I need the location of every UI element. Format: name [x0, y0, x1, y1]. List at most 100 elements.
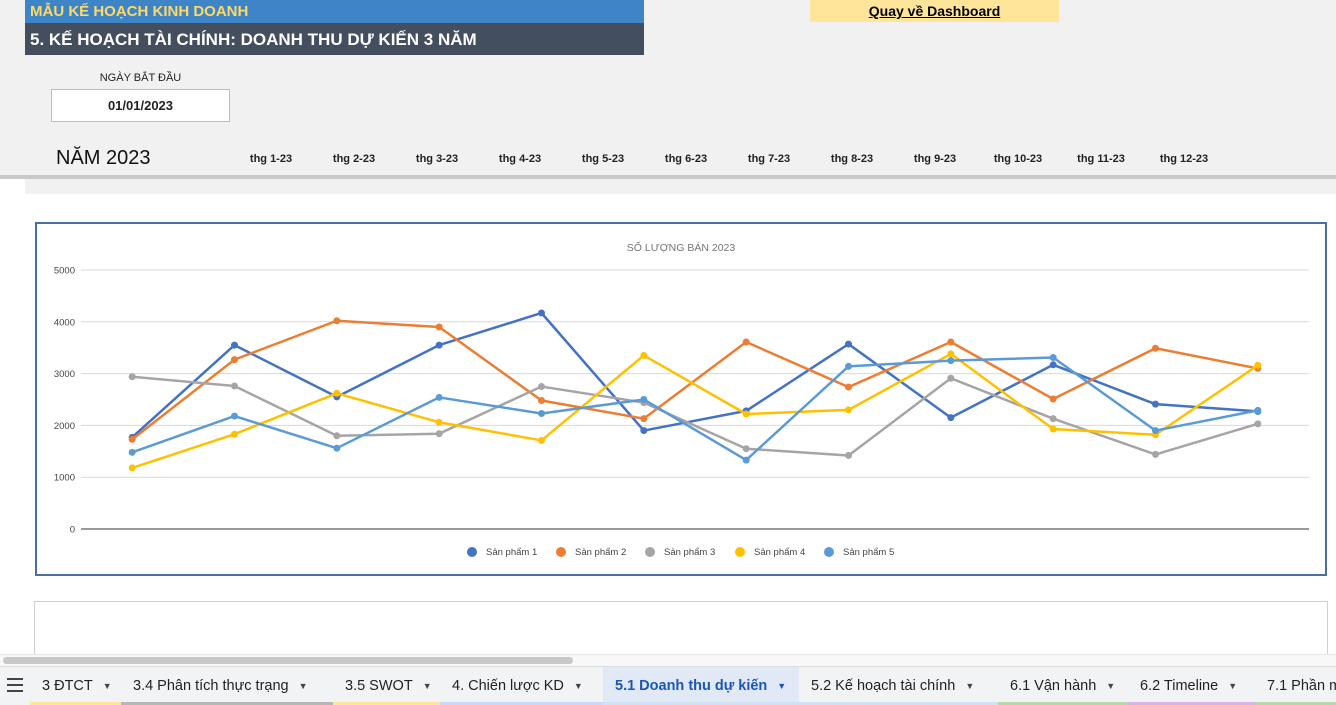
data-point	[640, 427, 648, 435]
month-header: thg 3-23	[415, 153, 459, 165]
sheet-tab-label: 3.4 Phân tích thực trạng	[133, 678, 289, 694]
data-point	[333, 432, 341, 440]
data-point	[333, 317, 341, 325]
data-point	[845, 451, 852, 459]
sheet-tab[interactable]: 3 ĐTCT ▼	[30, 667, 121, 705]
sheet-tab[interactable]: 3.5 SWOT ▼	[333, 667, 440, 705]
tab-menu-chevron-icon[interactable]: ▼	[102, 681, 112, 691]
sheet-tab[interactable]: 4. Chiến lược KD ▼	[440, 667, 603, 705]
sales-line-chart: SỐ LƯỢNG BÁN 2023 0 1000 2000 3000 4000 5000 Sả…	[54, 240, 1309, 558]
data-point	[538, 436, 545, 444]
data-point	[845, 362, 852, 370]
all-sheets-menu-icon[interactable]	[7, 678, 25, 694]
data-point	[128, 373, 136, 381]
sheet-tab-label: 7.1 Phần m	[1267, 678, 1336, 694]
data-point	[435, 323, 443, 331]
legend-marker	[467, 547, 477, 557]
month-header: thg 8-23	[830, 153, 874, 165]
data-point	[1049, 425, 1057, 433]
data-point	[947, 357, 955, 365]
tab-menu-chevron-icon[interactable]: ▼	[422, 681, 432, 691]
data-point	[538, 383, 545, 391]
data-point	[1049, 415, 1057, 423]
month-header: thg 10-23	[993, 153, 1043, 165]
data-point	[742, 456, 750, 464]
chart-title: SỐ LƯỢNG BÁN 2023	[627, 240, 736, 254]
data-point	[640, 415, 648, 423]
data-point	[1049, 361, 1057, 369]
data-point	[538, 309, 545, 317]
section-title: 5. KẾ HOẠCH TÀI CHÍNH: DOANH THU DỰ KIẾN…	[25, 23, 644, 55]
year-label: NĂM 2023	[56, 147, 151, 169]
data-point	[128, 464, 136, 472]
data-point	[742, 410, 750, 418]
legend-marker	[735, 547, 745, 557]
y-tick-label: 2000	[54, 421, 75, 432]
data-point	[947, 338, 955, 346]
y-tick-label: 5000	[54, 266, 75, 277]
data-point	[947, 350, 955, 358]
tab-menu-chevron-icon[interactable]: ▼	[298, 681, 308, 691]
month-header: thg 12-23	[1159, 153, 1209, 165]
tab-color-strip	[603, 702, 799, 705]
data-point	[231, 356, 238, 364]
sheet-tab[interactable]: 6.2 Timeline ▼	[1128, 667, 1255, 705]
data-point	[1152, 400, 1159, 408]
sheet-tab-label: 3.5 SWOT	[345, 678, 413, 694]
sheet-tab-label: 6.1 Vận hành	[1010, 678, 1097, 694]
scrollbar-thumb[interactable]	[3, 657, 573, 664]
sales-chart[interactable]: SỐ LƯỢNG BÁN 2023 0 1000 2000 3000 4000 5000 Sả…	[35, 222, 1327, 576]
sheet-tab[interactable]: 7.1 Phần m	[1255, 667, 1336, 705]
data-point	[1254, 406, 1262, 414]
document-title: MẪU KẾ HOẠCH KINH DOANH	[25, 0, 644, 23]
tab-menu-chevron-icon[interactable]: ▼	[1106, 681, 1116, 691]
second-chart[interactable]	[34, 601, 1328, 661]
legend-marker	[556, 547, 566, 557]
month-header: thg 1-23	[249, 153, 293, 165]
series-line	[131, 311, 1258, 439]
data-point	[1152, 450, 1159, 458]
data-point	[231, 341, 238, 349]
month-header: thg 2-23	[332, 153, 376, 165]
tab-menu-chevron-icon[interactable]: ▼	[965, 681, 975, 691]
series-line	[131, 356, 1259, 462]
sheet-tab-label: 6.2 Timeline	[1140, 678, 1219, 694]
sheet-tab[interactable]: 3.4 Phân tích thực trạng ▼	[121, 667, 333, 705]
tab-color-strip	[440, 702, 603, 705]
data-point	[845, 383, 852, 391]
data-point	[333, 389, 341, 397]
series-line	[132, 375, 1259, 457]
tab-menu-chevron-icon[interactable]: ▼	[573, 681, 583, 691]
sheet-tab-label: 4. Chiến lược KD	[452, 678, 564, 694]
tab-menu-chevron-icon[interactable]: ▼	[777, 681, 787, 691]
divider	[0, 175, 1336, 179]
y-tick-label: 4000	[54, 317, 75, 328]
y-tick-label: 0	[70, 525, 75, 536]
legend-label: Sản phẩm 3	[664, 547, 715, 558]
sheet-tab[interactable]: 5.2 Kế hoạch tài chính ▼	[799, 667, 998, 705]
sheet-tab-label: 5.2 Kế hoạch tài chính	[811, 678, 956, 694]
sheet-tab[interactable]: 6.1 Vận hành ▼	[998, 667, 1128, 705]
legend-label: Sản phẩm 4	[754, 547, 805, 558]
start-date-field[interactable]: 01/01/2023	[51, 89, 230, 122]
tab-color-strip	[1128, 702, 1255, 705]
month-header: thg 5-23	[581, 153, 625, 165]
horizontal-scrollbar[interactable]	[0, 654, 1336, 666]
tab-menu-chevron-icon[interactable]: ▼	[1228, 681, 1238, 691]
data-point	[231, 412, 238, 420]
tab-color-strip	[121, 702, 333, 705]
data-point	[1254, 420, 1262, 428]
month-header: thg 6-23	[664, 153, 708, 165]
data-point	[947, 414, 955, 422]
data-point	[231, 430, 238, 438]
tab-color-strip	[333, 702, 440, 705]
data-point	[1049, 395, 1057, 403]
sheet-tab[interactable]: 5.1 Doanh thu dự kiến ▼	[603, 667, 799, 705]
tab-color-strip	[998, 702, 1128, 705]
dashboard-link[interactable]: Quay về Dashboard	[810, 0, 1059, 22]
series-line	[131, 352, 1259, 470]
row-gutter	[0, 179, 25, 655]
sheet-tab-bar: 3 ĐTCT ▼ 3.4 Phân tích thực trạng ▼ 3.5 SWOT…	[0, 666, 1336, 705]
legend-label: Sản phẩm 2	[575, 547, 626, 558]
legend-label: Sản phẩm 1	[486, 547, 537, 558]
